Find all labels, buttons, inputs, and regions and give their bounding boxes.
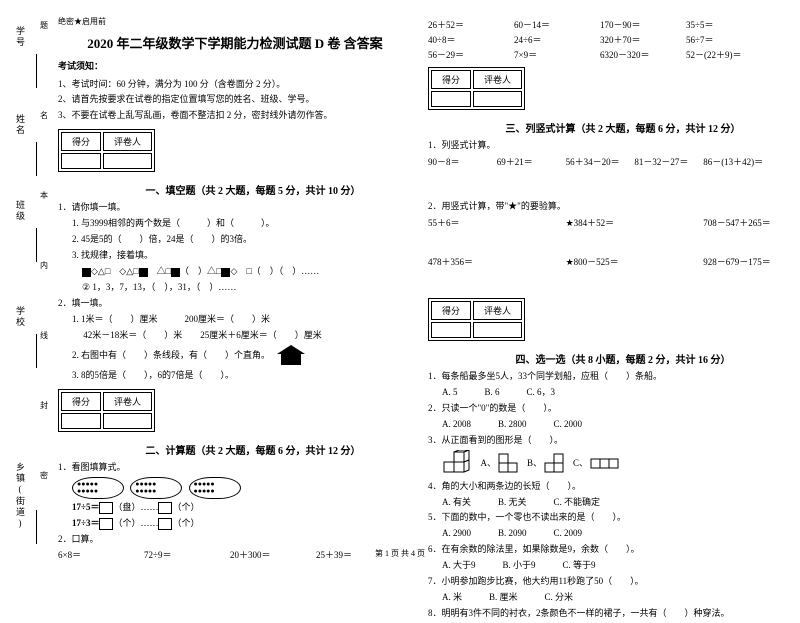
scorebox-3: 得分评卷人 [428,67,525,110]
calc-row: 26＋52＝60－14＝170－90＝35÷5＝ [428,18,782,31]
section-4-title: 四、选一选（共 8 小题，每题 2 分，共计 16 分） [464,351,782,366]
calc-row: 478＋356＝★800－525＝928－679－175＝ [428,255,782,268]
plate-icon [189,477,241,499]
s1-q1c: 3. 找规律，接着填。 [72,249,412,263]
s4-q4o: A. 有关 B. 无关 C. 不能确定 [442,496,782,510]
s4-q3-figs: A、 B、 C、 [442,450,782,478]
side-label-town: 乡镇(街道) [14,462,27,530]
eq1: 17÷5＝（盘）……（个） [72,501,412,515]
s4-q8: 8．明明有3件不同的衬衣，2条颜色不一样的裙子，一共有（ ）种穿法。 [428,607,782,621]
binding-sidebar: 学号 姓名 班级 学校 乡镇(街道) [6,10,50,540]
s1-q1c2: ② 1，3，7，13，（ ），31，（ ）…… [82,281,412,295]
s4-q2o: A. 2008 B. 2800 C. 2000 [442,418,782,432]
s1-q2b: 42米－18米＝（ ）米 25厘米＋6厘米＝（ ）厘米 [72,329,412,343]
page-footer: 第 1 页 共 4 页 [0,548,800,559]
page-title: 2020 年二年级数学下学期能力检测试题 D 卷 含答案 [58,33,412,52]
calc-row: 55＋6＝★384＋52＝708－547＋265＝ [428,216,782,229]
scorebox-2: 得分评卷人 [58,389,155,432]
plate-icon [130,477,182,499]
s4-q6o: A. 大于9 B. 小于9 C. 等于9 [442,559,782,573]
s4-q3: 3．从正面看到的图形是（ ）。 [428,434,782,448]
opt-b-icon [544,453,566,475]
house-icon [275,345,307,367]
opt-c-icon [590,458,620,470]
eq2: 17÷3＝（个）……（个） [72,517,412,531]
scorebox-1: 得分评卷人 [58,129,155,172]
s1-q2a: 1. 1米＝（ ）厘米 200厘米＝（ ）米 [72,313,412,327]
s4-q7o: A. 米 B. 厘米 C. 分米 [442,591,782,605]
s1-q1c1: ◇△□ ◇△□ △□（ ）△□◇ □（ ）（ ）…… [82,265,412,279]
plate-icon [72,477,124,499]
s2-q2: 2．口算。 [58,533,412,547]
s4-q2: 2．只读一个"0"的数是（ ）。 [428,402,782,416]
s4-q5o: A. 2900 B. 2090 C. 2009 [442,527,782,541]
section-1-title: 一、填空题（共 2 大题，每题 5 分，共计 10 分） [94,182,412,197]
s1-q2d: 3. 8的5倍是（ ），6的7倍是（ ）。 [72,369,412,383]
s2-q1: 1．看图填算式。 [58,461,412,475]
side-label-school: 学校 [14,306,27,328]
notice-title: 考试须知： [58,60,412,74]
s1-q2: 2．填一填。 [58,297,412,311]
side-label-id: 学号 [14,26,27,48]
s1-q2c: 2. 右图中有（ ）条线段，有（ ）个直角。 [72,345,412,367]
side-label-name: 姓名 [14,114,27,136]
section-3-title: 三、列竖式计算（共 2 大题，每题 6 分，共计 12 分） [464,120,782,135]
secret-label: 绝密★启用前 [58,16,412,27]
cube-3d-icon [442,450,476,478]
calc-row: 40÷8＝24÷6＝320＋70＝56÷7＝ [428,33,782,46]
column-left: 绝密★启用前 2020 年二年级数学下学期能力检测试题 D 卷 含答案 考试须知… [58,16,412,563]
notice-2: 2、请首先按要求在试卷的指定位置填写您的姓名、班级、学号。 [58,93,412,107]
scorebox-4: 得分评卷人 [428,298,525,341]
s4-q5: 5．下面的数中，一个零也不读出来的是（ ）。 [428,511,782,525]
notice-1: 1、考试时间：60 分钟，满分为 100 分（含卷面分 2 分）。 [58,78,412,92]
s4-q1: 1．每条船最多坐5人，33个同学划船，应租（ ）条船。 [428,370,782,384]
s1-q1: 1．请你填一填。 [58,201,412,215]
side-label-class: 班级 [14,200,27,222]
section-2-title: 二、计算题（共 2 大题，每题 6 分，共计 12 分） [94,442,412,457]
s1-q1b: 2. 45是5的（ ）倍，24是（ ）的3倍。 [72,233,412,247]
s3-q1: 1．列竖式计算。 [428,139,782,153]
calc-row: 56－29＝7×9＝6320－320＝52－(22＋9)＝ [428,48,782,61]
s4-q7: 7．小明参加跑步比赛，他大约用11秒跑了50（ ）。 [428,575,782,589]
s4-q1o: A. 5 B. 6 C. 6，3 [442,386,782,400]
s1-q1a: 1. 与3999相邻的两个数是（ ）和（ ）。 [72,217,412,231]
column-right: 26＋52＝60－14＝170－90＝35÷5＝ 40÷8＝24÷6＝320＋7… [428,16,782,623]
calc-row: 90－8＝69＋21＝56＋34－20＝81－32－27＝86－(13＋42)＝ [428,155,782,168]
s4-q4: 4．角的大小和两条边的长短（ ）。 [428,480,782,494]
opt-a-icon [498,453,520,475]
notice-3: 3、不要在试卷上乱写乱画，卷面不整洁扣 2 分，密封线外请勿作答。 [58,109,412,123]
s3-q2: 2．用竖式计算，带"★"的要验算。 [428,200,782,214]
apple-row [72,477,412,499]
